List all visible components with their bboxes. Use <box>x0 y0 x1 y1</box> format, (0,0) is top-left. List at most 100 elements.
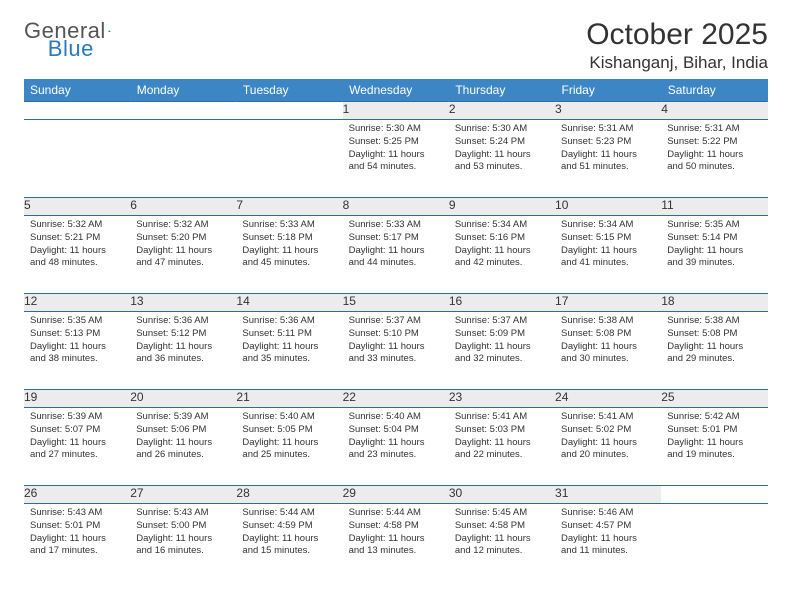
day-number-cell: 1 <box>343 102 449 120</box>
day-number-cell <box>130 102 236 120</box>
brand-logo: General Blue <box>24 18 180 44</box>
day-number-cell: 8 <box>343 198 449 216</box>
day-number-cell: 18 <box>661 294 767 312</box>
day-body-cell: Sunrise: 5:36 AMSunset: 5:12 PMDaylight:… <box>130 312 236 390</box>
day-number-cell: 17 <box>555 294 661 312</box>
day-number-cell: 3 <box>555 102 661 120</box>
day-body-cell: Sunrise: 5:35 AMSunset: 5:13 PMDaylight:… <box>24 312 130 390</box>
day-number-cell: 9 <box>449 198 555 216</box>
day-detail: Sunrise: 5:30 AMSunset: 5:24 PMDaylight:… <box>449 120 555 178</box>
day-detail: Sunrise: 5:30 AMSunset: 5:25 PMDaylight:… <box>343 120 449 178</box>
weekday-header: Thursday <box>449 79 555 102</box>
weekday-header: Sunday <box>24 79 130 102</box>
day-detail: Sunrise: 5:40 AMSunset: 5:05 PMDaylight:… <box>236 408 342 466</box>
day-detail: Sunrise: 5:38 AMSunset: 5:08 PMDaylight:… <box>661 312 767 370</box>
day-detail: Sunrise: 5:41 AMSunset: 5:03 PMDaylight:… <box>449 408 555 466</box>
day-body-cell <box>236 120 342 198</box>
weekday-header: Friday <box>555 79 661 102</box>
day-number-cell <box>661 486 767 504</box>
weekday-header: Tuesday <box>236 79 342 102</box>
day-detail: Sunrise: 5:45 AMSunset: 4:58 PMDaylight:… <box>449 504 555 562</box>
day-number-row: 567891011 <box>24 198 768 216</box>
weekday-header: Wednesday <box>343 79 449 102</box>
day-number-cell: 27 <box>130 486 236 504</box>
day-body-cell <box>661 504 767 582</box>
day-body-cell: Sunrise: 5:35 AMSunset: 5:14 PMDaylight:… <box>661 216 767 294</box>
day-body-cell: Sunrise: 5:33 AMSunset: 5:17 PMDaylight:… <box>343 216 449 294</box>
day-detail: Sunrise: 5:37 AMSunset: 5:09 PMDaylight:… <box>449 312 555 370</box>
day-detail: Sunrise: 5:39 AMSunset: 5:06 PMDaylight:… <box>130 408 236 466</box>
day-number-cell: 25 <box>661 390 767 408</box>
day-number-cell <box>24 102 130 120</box>
day-body-cell <box>130 120 236 198</box>
day-body-cell: Sunrise: 5:42 AMSunset: 5:01 PMDaylight:… <box>661 408 767 486</box>
day-body-cell: Sunrise: 5:43 AMSunset: 5:01 PMDaylight:… <box>24 504 130 582</box>
day-body-row: Sunrise: 5:32 AMSunset: 5:21 PMDaylight:… <box>24 216 768 294</box>
day-detail: Sunrise: 5:34 AMSunset: 5:15 PMDaylight:… <box>555 216 661 274</box>
day-body-cell <box>24 120 130 198</box>
day-body-cell: Sunrise: 5:32 AMSunset: 5:20 PMDaylight:… <box>130 216 236 294</box>
day-body-cell: Sunrise: 5:43 AMSunset: 5:00 PMDaylight:… <box>130 504 236 582</box>
day-body-cell: Sunrise: 5:39 AMSunset: 5:07 PMDaylight:… <box>24 408 130 486</box>
day-detail: Sunrise: 5:43 AMSunset: 5:01 PMDaylight:… <box>24 504 130 562</box>
day-body-cell: Sunrise: 5:41 AMSunset: 5:02 PMDaylight:… <box>555 408 661 486</box>
day-detail: Sunrise: 5:46 AMSunset: 4:57 PMDaylight:… <box>555 504 661 562</box>
day-number-cell: 16 <box>449 294 555 312</box>
day-detail: Sunrise: 5:41 AMSunset: 5:02 PMDaylight:… <box>555 408 661 466</box>
day-detail: Sunrise: 5:33 AMSunset: 5:18 PMDaylight:… <box>236 216 342 274</box>
day-number-cell: 12 <box>24 294 130 312</box>
day-number-cell: 14 <box>236 294 342 312</box>
day-number-row: 262728293031 <box>24 486 768 504</box>
day-number-cell: 29 <box>343 486 449 504</box>
weekday-header: Saturday <box>661 79 767 102</box>
day-number-cell: 6 <box>130 198 236 216</box>
day-number-cell: 28 <box>236 486 342 504</box>
day-detail: Sunrise: 5:37 AMSunset: 5:10 PMDaylight:… <box>343 312 449 370</box>
day-body-cell: Sunrise: 5:37 AMSunset: 5:09 PMDaylight:… <box>449 312 555 390</box>
month-title: October 2025 <box>586 18 768 51</box>
day-number-cell <box>236 102 342 120</box>
day-number-row: 19202122232425 <box>24 390 768 408</box>
day-number-cell: 15 <box>343 294 449 312</box>
day-number-cell: 2 <box>449 102 555 120</box>
day-body-row: Sunrise: 5:30 AMSunset: 5:25 PMDaylight:… <box>24 120 768 198</box>
day-number-cell: 20 <box>130 390 236 408</box>
day-detail: Sunrise: 5:44 AMSunset: 4:58 PMDaylight:… <box>343 504 449 562</box>
day-number-cell: 13 <box>130 294 236 312</box>
day-body-cell: Sunrise: 5:40 AMSunset: 5:04 PMDaylight:… <box>343 408 449 486</box>
day-number-cell: 5 <box>24 198 130 216</box>
day-detail: Sunrise: 5:31 AMSunset: 5:23 PMDaylight:… <box>555 120 661 178</box>
day-detail: Sunrise: 5:42 AMSunset: 5:01 PMDaylight:… <box>661 408 767 466</box>
day-body-cell: Sunrise: 5:30 AMSunset: 5:25 PMDaylight:… <box>343 120 449 198</box>
day-body-cell: Sunrise: 5:46 AMSunset: 4:57 PMDaylight:… <box>555 504 661 582</box>
day-body-cell: Sunrise: 5:41 AMSunset: 5:03 PMDaylight:… <box>449 408 555 486</box>
day-body-cell: Sunrise: 5:32 AMSunset: 5:21 PMDaylight:… <box>24 216 130 294</box>
day-body-cell: Sunrise: 5:37 AMSunset: 5:10 PMDaylight:… <box>343 312 449 390</box>
day-detail: Sunrise: 5:35 AMSunset: 5:13 PMDaylight:… <box>24 312 130 370</box>
day-number-cell: 30 <box>449 486 555 504</box>
day-body-row: Sunrise: 5:35 AMSunset: 5:13 PMDaylight:… <box>24 312 768 390</box>
day-detail: Sunrise: 5:31 AMSunset: 5:22 PMDaylight:… <box>661 120 767 178</box>
day-body-cell: Sunrise: 5:38 AMSunset: 5:08 PMDaylight:… <box>555 312 661 390</box>
day-number-cell: 11 <box>661 198 767 216</box>
day-number-cell: 23 <box>449 390 555 408</box>
day-body-cell: Sunrise: 5:38 AMSunset: 5:08 PMDaylight:… <box>661 312 767 390</box>
day-detail: Sunrise: 5:38 AMSunset: 5:08 PMDaylight:… <box>555 312 661 370</box>
day-body-cell: Sunrise: 5:33 AMSunset: 5:18 PMDaylight:… <box>236 216 342 294</box>
day-body-cell: Sunrise: 5:39 AMSunset: 5:06 PMDaylight:… <box>130 408 236 486</box>
day-body-cell: Sunrise: 5:45 AMSunset: 4:58 PMDaylight:… <box>449 504 555 582</box>
day-body-row: Sunrise: 5:39 AMSunset: 5:07 PMDaylight:… <box>24 408 768 486</box>
day-detail: Sunrise: 5:33 AMSunset: 5:17 PMDaylight:… <box>343 216 449 274</box>
day-body-row: Sunrise: 5:43 AMSunset: 5:01 PMDaylight:… <box>24 504 768 582</box>
weekday-header-row: SundayMondayTuesdayWednesdayThursdayFrid… <box>24 79 768 102</box>
day-body-cell: Sunrise: 5:30 AMSunset: 5:24 PMDaylight:… <box>449 120 555 198</box>
day-detail: Sunrise: 5:35 AMSunset: 5:14 PMDaylight:… <box>661 216 767 274</box>
day-body-cell: Sunrise: 5:36 AMSunset: 5:11 PMDaylight:… <box>236 312 342 390</box>
day-number-row: 1234 <box>24 102 768 120</box>
day-detail: Sunrise: 5:40 AMSunset: 5:04 PMDaylight:… <box>343 408 449 466</box>
day-body-cell: Sunrise: 5:34 AMSunset: 5:15 PMDaylight:… <box>555 216 661 294</box>
day-number-cell: 4 <box>661 102 767 120</box>
day-number-cell: 10 <box>555 198 661 216</box>
brand-text-2: Blue <box>48 36 94 62</box>
day-detail: Sunrise: 5:36 AMSunset: 5:11 PMDaylight:… <box>236 312 342 370</box>
